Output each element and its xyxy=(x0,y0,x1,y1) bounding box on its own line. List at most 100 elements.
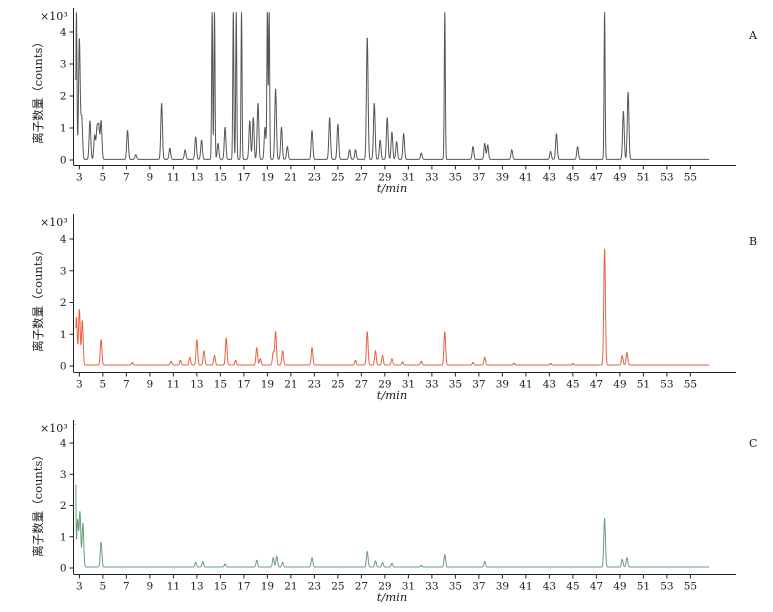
panel-b-peak-31 xyxy=(572,363,574,366)
panel-a-peak-29 xyxy=(280,127,283,129)
panel-a-peak-44 xyxy=(444,12,446,14)
panel-b-x-tick-label-18: 39 xyxy=(496,379,509,391)
panel-b-peak-27 xyxy=(472,362,474,365)
panel-c-scale-label: ×10³ xyxy=(40,422,68,435)
panel-b-x-tick-label-21: 45 xyxy=(566,379,579,391)
panel-a-x-tick-label-8: 19 xyxy=(261,172,274,184)
panel-a-peak-27 xyxy=(268,12,270,14)
panel-c-peak-6 xyxy=(202,561,204,563)
panel-a-y-ticks: 0 1 2 3 4 xyxy=(60,27,74,167)
panel-a-y-tick-label-4: 4 xyxy=(60,27,67,39)
panel-a-x-tick-label-24: 51 xyxy=(637,172,650,184)
panel-b-peak-22 xyxy=(381,355,384,358)
panel-c-peak-0 xyxy=(74,423,76,425)
panel-c-x-tick-label-19: 41 xyxy=(519,581,532,593)
panel-a-peak-32 xyxy=(329,117,331,119)
panel-c-peak-4 xyxy=(100,542,102,544)
panel-a-peak-16 xyxy=(213,12,216,14)
panel-b-peak-6 xyxy=(179,360,182,362)
panel-c-peak-22 xyxy=(626,558,628,560)
panel-c-x-tick-label-15: 33 xyxy=(425,581,438,593)
panel-c-x-tick-label-23: 49 xyxy=(613,581,626,593)
panel-a-peak-9 xyxy=(135,154,137,156)
panel-c-y-ticks: 0 1 2 3 4 xyxy=(60,438,74,575)
panel-c-y-tick-label-4: 4 xyxy=(60,438,67,450)
panel-c-peak-9 xyxy=(272,558,274,560)
panel-a-x-tick-label-0: 3 xyxy=(76,172,83,184)
panel-b-peak-18 xyxy=(311,347,313,350)
panel-a-peak-15 xyxy=(211,12,213,14)
panel-b-peak-13 xyxy=(256,347,258,350)
panel-c-x-tick-label-20: 43 xyxy=(543,581,556,593)
panel-a-x-tick-label-6: 15 xyxy=(214,172,227,184)
panel-b-peak-33 xyxy=(621,355,623,358)
panel-a-peak-45 xyxy=(472,146,474,148)
panel-b-peak-26 xyxy=(444,332,446,334)
panel-a-x-tick-label-5: 13 xyxy=(190,172,203,184)
panel-b-peak-24 xyxy=(401,362,404,364)
panel-b-peak-30 xyxy=(549,363,552,366)
panel-b-x-tick-label-10: 23 xyxy=(308,379,321,391)
panel-a-peak-5 xyxy=(96,129,98,131)
panel-b-peak-8 xyxy=(196,340,198,342)
panel-c-x-tick-label-3: 9 xyxy=(147,581,154,593)
panel-a-x-ticks: 3 5 7 9 11 13 15 17 19 21 23 25 27 29 31 33 35 37 39 41 43 45… xyxy=(76,165,697,184)
panel-a-peak-41 xyxy=(396,141,398,143)
panel-b-x-tick-label-2: 7 xyxy=(123,379,130,391)
panel-a-peak-50 xyxy=(555,133,558,135)
panel-b-y-tick-label-1: 1 xyxy=(60,329,67,341)
panel-a-peak-31 xyxy=(311,130,313,132)
panel-a-x-tick-label-16: 35 xyxy=(449,172,462,184)
panel-a-x-tick-label-26: 55 xyxy=(684,172,697,184)
panel-a-peak-34 xyxy=(349,149,351,151)
panel-c-y-tick-label-2: 2 xyxy=(60,500,67,512)
panel-c-peak-15 xyxy=(381,562,384,564)
panel-b-peak-12 xyxy=(235,360,237,362)
panel-c-x-tick-label-8: 19 xyxy=(261,581,274,593)
panel-c-x-tick-label-1: 5 xyxy=(100,581,107,593)
panel-c-peak-2 xyxy=(79,512,81,514)
panel-b-y-tick-label-0: 0 xyxy=(60,361,67,373)
panel-a-y-tick-label-3: 3 xyxy=(60,59,67,71)
panel-b-x-axis-label: t/min xyxy=(377,388,408,402)
panel-a-peak-19 xyxy=(232,12,234,14)
panel-b-peak-11 xyxy=(225,338,227,340)
panel-b-x-tick-label-4: 11 xyxy=(167,379,180,391)
panel-b-x-tick-label-17: 37 xyxy=(472,379,485,391)
panel-a-peak-0 xyxy=(75,12,78,14)
panel-b-peak-9 xyxy=(203,351,205,353)
panel-a-x-tick-label-18: 39 xyxy=(496,172,509,184)
panel-b-x-tick-label-25: 53 xyxy=(660,379,673,391)
panel-a-peak-51 xyxy=(576,146,579,148)
panel-c-peak-7 xyxy=(224,564,226,566)
panel-c-peak-14 xyxy=(374,561,377,563)
panel-c-y-tick-label-3: 3 xyxy=(60,469,67,481)
panel-b-x-tick-label-0: 3 xyxy=(76,379,83,391)
panel-b-peak-14 xyxy=(259,359,261,361)
panel-b-peaks xyxy=(75,249,628,366)
panel-c-peak-11 xyxy=(282,562,284,564)
panel-a-peak-17 xyxy=(217,143,219,145)
panel-b-peak-15 xyxy=(272,352,274,354)
panel-c-x-tick-label-17: 37 xyxy=(472,581,485,593)
panel-a-peak-8 xyxy=(126,130,129,132)
panel-c-y-axis-label: 离子数量（counts） xyxy=(31,449,45,557)
panel-b-peak-29 xyxy=(513,363,515,365)
panel-a-peak-13 xyxy=(195,137,197,139)
panel-b-x-tick-label-26: 55 xyxy=(684,379,697,391)
panel-c-x-tick-label-18: 39 xyxy=(496,581,509,593)
panel-c-x-tick-label-21: 45 xyxy=(566,581,579,593)
panel-c-x-tick-label-12: 27 xyxy=(355,581,368,593)
panel-b-peak-7 xyxy=(189,357,191,359)
panel-b-peak-5 xyxy=(170,361,172,363)
panel-b-peak-0 xyxy=(75,317,78,319)
panel-b-x-tick-label-15: 33 xyxy=(425,379,438,391)
panel-c-x-tick-label-16: 35 xyxy=(449,581,462,593)
panel-a-x-tick-label-11: 25 xyxy=(331,172,344,184)
panel-b-x-ticks: 3 5 7 9 11 13 15 17 19 21 23 25 27 29 31 33 35 37 39 41 43 45… xyxy=(76,372,697,391)
panel-a-x-tick-label-17: 37 xyxy=(472,172,485,184)
panel-c-x-tick-label-6: 15 xyxy=(214,581,227,593)
panel-a-peak-4 xyxy=(94,135,96,137)
panel-b-peak-20 xyxy=(366,332,368,334)
